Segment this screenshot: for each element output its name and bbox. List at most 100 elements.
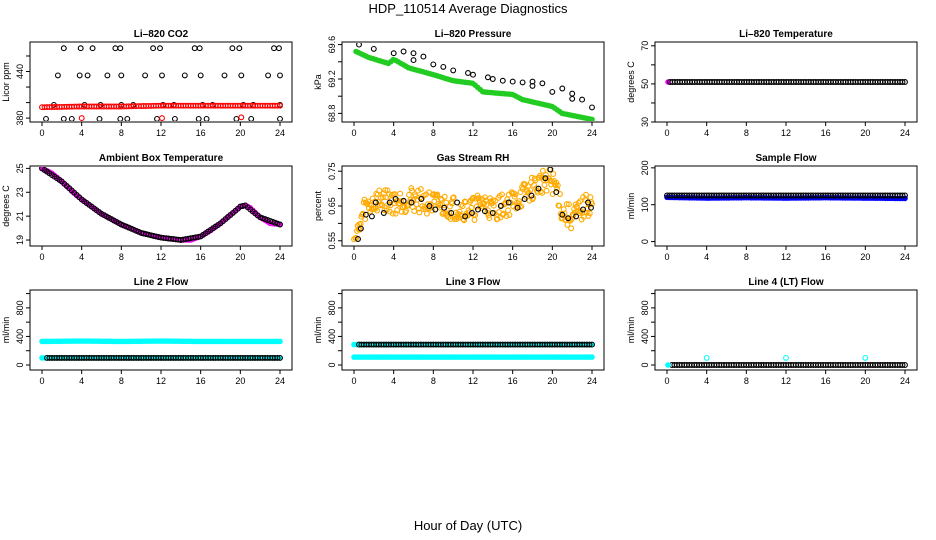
x-tick-label: 12 [468,128,478,138]
data-point [392,210,399,217]
data-point [239,203,246,209]
data-point [665,362,671,368]
plot-area [39,45,283,121]
data-point [494,215,501,222]
data-point [579,96,586,103]
data-point [410,57,417,64]
data-point [586,341,593,348]
x-tick-label: 4 [79,128,84,138]
panel-4: Ambient Box Temperature degrees C 0 4 8 12 16 2… [1,153,293,262]
data-point [521,196,528,202]
y-axis-label: degrees C [1,185,11,227]
x-tick-label: 8 [431,252,436,262]
data-point [449,195,456,201]
x-tick-label: 8 [431,128,436,138]
data-point [521,181,528,188]
series-co2-mid [54,72,283,79]
data-point [509,78,516,85]
plot-area [39,167,283,243]
data-point [505,199,512,206]
data-point [583,191,589,198]
series-pressure-white [400,48,586,103]
x-tick-label: 24 [275,128,285,138]
plot-area [39,338,283,361]
data-point [233,115,240,121]
data-point [229,45,236,52]
data-point [587,194,594,201]
data-point [461,217,468,224]
y-tick-label: 70 [640,41,650,51]
data-point [415,187,421,194]
data-point [454,199,461,206]
data-point [380,210,387,216]
x-tick-label: 16 [196,128,206,138]
panel-3: Li–820 Temperature degrees C 0 4 8 12 16 20 24 30… [626,29,918,138]
y-tick-label: 0 [15,362,25,367]
data-point [524,188,531,195]
data-point [142,72,149,79]
x-tick-label: 12 [156,252,166,262]
data-point [440,63,447,70]
series-sample-flow-black [664,192,908,199]
x-tick-label: 0 [664,252,669,262]
x-tick-label: 12 [156,128,166,138]
data-point [78,115,85,121]
data-point [483,201,490,208]
data-point [370,45,377,52]
data-point [478,205,485,212]
x-tick-label: 0 [664,128,669,138]
y-axis-label: ml/min [626,317,636,344]
data-point [443,199,450,206]
y-tick-label: 30 [640,117,650,127]
y-tick-label: 0.65 [327,197,337,215]
data-point [438,196,445,203]
data-point [526,197,533,204]
x-tick-label: 0 [39,252,44,262]
data-point [503,213,510,220]
data-point [150,45,157,52]
data-point [471,217,478,223]
data-point [589,341,595,348]
data-point [408,199,415,206]
panel-2: Li–820 Pressure kPa 0 4 8 12 16 20 24 68.8 69.2 69.… [313,29,605,138]
data-point [456,208,463,215]
x-tick-label: 4 [79,376,84,386]
y-axis-label: ml/min [626,193,636,220]
data-point [368,213,375,220]
data-point [238,72,245,79]
data-point [221,72,228,79]
panel-title: Sample Flow [755,153,816,164]
data-point [383,194,389,201]
y-axis-label: degrees C [626,61,636,103]
x-tick-label: 8 [119,128,124,138]
series-line2-cyan-upper [39,338,283,345]
x-tick-label: 20 [860,128,870,138]
data-point [588,204,594,211]
y-axis-label: percent [313,190,323,221]
y-tick-label: 25 [15,163,25,173]
x-tick-label: 8 [744,376,749,386]
series-co2-red-outliers [78,114,245,121]
x-tick-label: 4 [79,252,84,262]
data-point [539,80,546,87]
panel-title: Li–820 Temperature [739,29,833,40]
data-point [117,115,124,121]
x-tick-label: 12 [468,376,478,386]
data-point [469,210,475,216]
data-point [408,185,415,192]
data-point [527,187,534,194]
data-point [568,225,575,232]
data-point [441,193,448,200]
data-point [371,198,378,205]
data-point [89,45,96,52]
data-point [528,192,535,199]
data-point [43,115,49,121]
data-point [277,72,283,79]
data-point [580,206,587,213]
y-tick-label: 400 [15,329,25,344]
x-tick-label: 0 [664,376,669,386]
panel-title: Line 3 Flow [446,277,501,288]
y-tick-label: 440 [15,64,25,79]
data-point [248,115,255,121]
data-point [407,196,414,203]
